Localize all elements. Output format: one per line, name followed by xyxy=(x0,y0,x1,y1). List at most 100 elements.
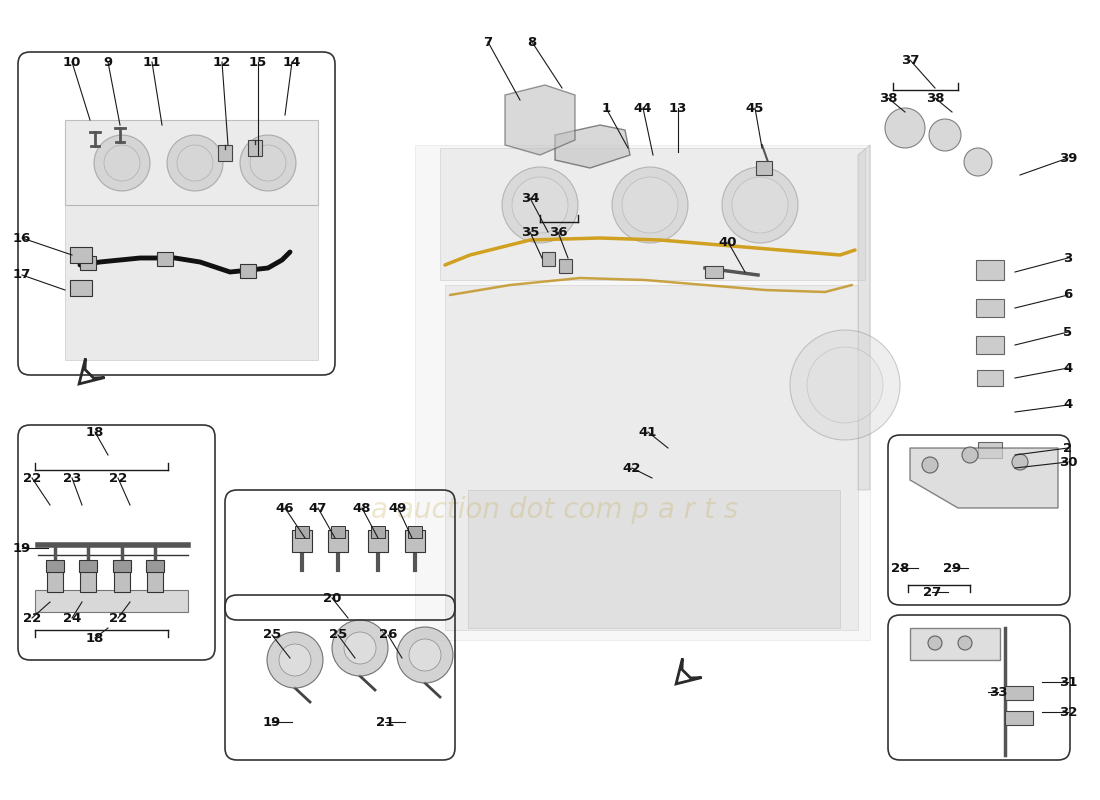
Circle shape xyxy=(267,632,323,688)
Text: 38: 38 xyxy=(879,91,898,105)
Text: 5: 5 xyxy=(1064,326,1072,338)
Bar xyxy=(976,299,1004,317)
Bar xyxy=(248,140,262,156)
Text: 9: 9 xyxy=(103,55,112,69)
Text: 18: 18 xyxy=(86,631,104,645)
Bar xyxy=(80,256,96,270)
Circle shape xyxy=(621,177,678,233)
Text: 29: 29 xyxy=(943,562,961,574)
Text: 27: 27 xyxy=(923,586,942,598)
Text: 38: 38 xyxy=(926,91,944,105)
Text: 42: 42 xyxy=(623,462,641,474)
Text: 3: 3 xyxy=(1064,251,1072,265)
Text: 33: 33 xyxy=(989,686,1008,698)
Circle shape xyxy=(502,167,578,243)
Text: 32: 32 xyxy=(1059,706,1077,718)
Circle shape xyxy=(167,135,223,191)
Text: 44: 44 xyxy=(634,102,652,114)
Bar xyxy=(756,161,772,175)
Text: 1: 1 xyxy=(602,102,610,114)
Polygon shape xyxy=(65,120,318,205)
Text: 19: 19 xyxy=(13,542,31,554)
Text: 22: 22 xyxy=(23,611,41,625)
Polygon shape xyxy=(35,590,188,612)
Text: 24: 24 xyxy=(63,611,81,625)
Circle shape xyxy=(177,145,213,181)
Bar xyxy=(408,526,422,538)
Bar xyxy=(218,145,232,161)
Polygon shape xyxy=(65,205,318,360)
Text: 10: 10 xyxy=(63,55,81,69)
Text: 22: 22 xyxy=(109,471,128,485)
Text: a auction dot com p a r t s: a auction dot com p a r t s xyxy=(372,496,738,524)
Text: 26: 26 xyxy=(378,629,397,642)
Text: 39: 39 xyxy=(1059,151,1077,165)
Bar xyxy=(1005,711,1033,725)
Text: 31: 31 xyxy=(1059,675,1077,689)
Bar xyxy=(976,260,1004,280)
Bar xyxy=(114,570,130,592)
Text: 49: 49 xyxy=(388,502,407,514)
Polygon shape xyxy=(468,490,840,628)
Text: 47: 47 xyxy=(309,502,327,514)
Text: 8: 8 xyxy=(527,35,537,49)
Text: 37: 37 xyxy=(901,54,920,66)
Polygon shape xyxy=(910,448,1058,508)
Circle shape xyxy=(930,119,961,151)
Circle shape xyxy=(344,632,376,664)
Circle shape xyxy=(790,330,900,440)
Polygon shape xyxy=(415,145,870,640)
Bar xyxy=(46,560,64,572)
Polygon shape xyxy=(446,285,858,630)
Text: 36: 36 xyxy=(549,226,568,238)
Text: 14: 14 xyxy=(283,55,301,69)
Circle shape xyxy=(958,636,972,650)
Bar xyxy=(1005,686,1033,700)
Bar xyxy=(70,280,92,296)
Bar xyxy=(405,530,425,552)
Text: 6: 6 xyxy=(1064,289,1072,302)
Text: 30: 30 xyxy=(1058,455,1077,469)
Bar xyxy=(331,526,345,538)
Circle shape xyxy=(512,177,568,233)
Polygon shape xyxy=(556,125,630,168)
Bar xyxy=(79,560,97,572)
Bar xyxy=(157,252,173,266)
Bar xyxy=(976,336,1004,354)
Circle shape xyxy=(409,639,441,671)
Circle shape xyxy=(732,177,788,233)
Text: 16: 16 xyxy=(13,231,31,245)
Bar xyxy=(292,530,312,552)
Circle shape xyxy=(922,457,938,473)
Text: 41: 41 xyxy=(639,426,657,438)
Circle shape xyxy=(397,627,453,683)
Bar xyxy=(47,570,63,592)
Circle shape xyxy=(94,135,150,191)
Bar xyxy=(80,570,96,592)
Bar xyxy=(368,530,388,552)
Text: 25: 25 xyxy=(263,629,282,642)
Bar xyxy=(371,526,385,538)
Text: 11: 11 xyxy=(143,55,161,69)
Polygon shape xyxy=(505,85,575,155)
Bar xyxy=(705,266,723,278)
Text: 35: 35 xyxy=(520,226,539,238)
Bar xyxy=(240,264,256,278)
Text: 4: 4 xyxy=(1064,398,1072,411)
Circle shape xyxy=(928,636,942,650)
Text: 15: 15 xyxy=(249,55,267,69)
Circle shape xyxy=(332,620,388,676)
Bar xyxy=(542,252,556,266)
Text: 12: 12 xyxy=(213,55,231,69)
Circle shape xyxy=(722,167,798,243)
Text: 48: 48 xyxy=(353,502,372,514)
Circle shape xyxy=(104,145,140,181)
Text: 2: 2 xyxy=(1064,442,1072,454)
Text: 20: 20 xyxy=(322,591,341,605)
Text: 23: 23 xyxy=(63,471,81,485)
Text: 45: 45 xyxy=(746,102,764,114)
Polygon shape xyxy=(440,148,865,280)
Text: 46: 46 xyxy=(276,502,295,514)
Polygon shape xyxy=(910,628,1000,660)
Text: 34: 34 xyxy=(520,191,539,205)
